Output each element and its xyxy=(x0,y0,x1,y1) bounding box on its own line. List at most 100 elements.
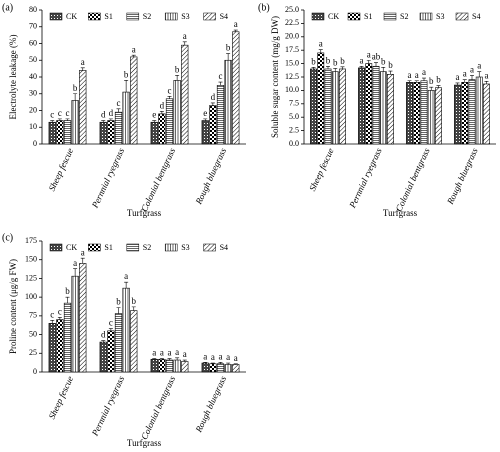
legend-label: CK xyxy=(66,243,77,252)
error-bar xyxy=(455,82,460,86)
legend-label: CK xyxy=(328,12,339,21)
bar xyxy=(48,323,56,373)
bar xyxy=(79,70,87,145)
error-bar xyxy=(116,108,121,113)
error-bar xyxy=(108,328,113,331)
significance-letter: b xyxy=(429,76,434,86)
significance-letter: a xyxy=(470,64,474,74)
bar xyxy=(107,120,115,145)
error-bar xyxy=(422,77,426,81)
error-bar xyxy=(124,80,129,93)
significance-letter: c xyxy=(58,108,62,118)
error-bar xyxy=(167,95,172,99)
significance-letter: b xyxy=(116,297,121,307)
x-tick-label: Colonial bentgrass xyxy=(139,374,177,441)
error-bar xyxy=(80,257,85,264)
bar xyxy=(209,363,217,373)
bar xyxy=(358,67,365,145)
error-bar xyxy=(333,68,338,72)
significance-letter: c xyxy=(50,309,54,319)
error-bar xyxy=(50,320,55,324)
bar xyxy=(165,98,174,145)
error-bar xyxy=(131,306,136,311)
x-tick-label: Rough bluegrass xyxy=(193,374,228,435)
error-bar xyxy=(407,80,412,83)
bar xyxy=(130,56,138,145)
y-axis-label: Proline content (μg/g FW) xyxy=(8,259,18,354)
x-tick-label: Colonial bentgrass xyxy=(139,146,177,213)
bar xyxy=(165,359,174,373)
y-tick-label: 10 xyxy=(29,122,37,131)
error-bar xyxy=(73,93,78,101)
error-bar xyxy=(218,81,223,86)
error-bar xyxy=(108,118,113,121)
bar xyxy=(201,120,209,145)
bar xyxy=(114,313,123,373)
significance-letter: b xyxy=(381,56,386,66)
y-tick-label: 50 xyxy=(29,329,37,338)
x-tick-label: Rough bluegrass xyxy=(445,146,480,207)
y-tick-label: 20.0 xyxy=(285,32,299,41)
legend-label: S3 xyxy=(181,243,189,252)
error-bar xyxy=(101,120,106,123)
bar xyxy=(158,113,166,145)
x-tick-label: Colonial bentgrass xyxy=(394,146,432,213)
panel-label: (c) xyxy=(2,232,13,243)
significance-letter: c xyxy=(117,98,121,108)
bar xyxy=(122,91,130,145)
significance-letter: c xyxy=(168,85,172,95)
legend-swatch xyxy=(455,12,469,21)
significance-letter: a xyxy=(234,19,238,29)
bar xyxy=(232,31,240,145)
y-tick-label: 25 xyxy=(29,348,37,357)
error-bar xyxy=(374,62,378,67)
bar xyxy=(379,71,387,145)
legend-swatch xyxy=(88,12,101,21)
x-tick-label: Pernnial ryegrass xyxy=(89,146,126,210)
error-bar xyxy=(210,102,215,106)
error-bar xyxy=(57,118,62,121)
significance-letter: a xyxy=(183,349,187,359)
y-tick-label: 150 xyxy=(25,255,37,264)
significance-letter: a xyxy=(211,352,215,362)
significance-letter: a xyxy=(203,351,207,361)
bar xyxy=(331,71,339,145)
legend-swatch xyxy=(49,12,63,21)
error-bar xyxy=(359,65,364,68)
y-tick-label: 12.5 xyxy=(285,72,299,81)
legend-label: S4 xyxy=(220,12,228,21)
error-bar xyxy=(159,111,164,114)
significance-letter: b xyxy=(388,60,393,70)
error-bar xyxy=(470,75,474,80)
significance-letter: d xyxy=(160,100,165,110)
error-bar xyxy=(366,60,371,64)
error-bar xyxy=(340,66,345,69)
bar xyxy=(216,85,225,145)
significance-letter: c xyxy=(219,71,223,81)
error-bar xyxy=(429,86,434,91)
significance-letter: b xyxy=(311,56,316,66)
bar xyxy=(209,105,217,145)
error-bar xyxy=(124,281,129,289)
x-tick-label: Sheep fescue xyxy=(307,146,336,192)
error-bar xyxy=(311,67,316,69)
legend-swatch xyxy=(419,12,433,21)
significance-letter: a xyxy=(456,72,460,82)
legend-swatch xyxy=(126,243,140,252)
legend-swatch xyxy=(164,243,178,252)
error-bar xyxy=(477,71,482,77)
error-bar xyxy=(203,118,208,121)
panel-label: (a) xyxy=(2,2,13,13)
significance-letter: a xyxy=(226,352,230,362)
significance-letter: b xyxy=(73,83,78,93)
bar xyxy=(63,302,72,373)
y-tick-label: 100 xyxy=(25,292,37,301)
error-bar xyxy=(50,120,55,123)
significance-letter: a xyxy=(124,271,128,281)
bar xyxy=(339,68,346,145)
significance-letter: a xyxy=(81,247,85,257)
bar xyxy=(173,359,181,373)
error-bar xyxy=(101,340,106,343)
legend-swatch xyxy=(347,12,361,21)
